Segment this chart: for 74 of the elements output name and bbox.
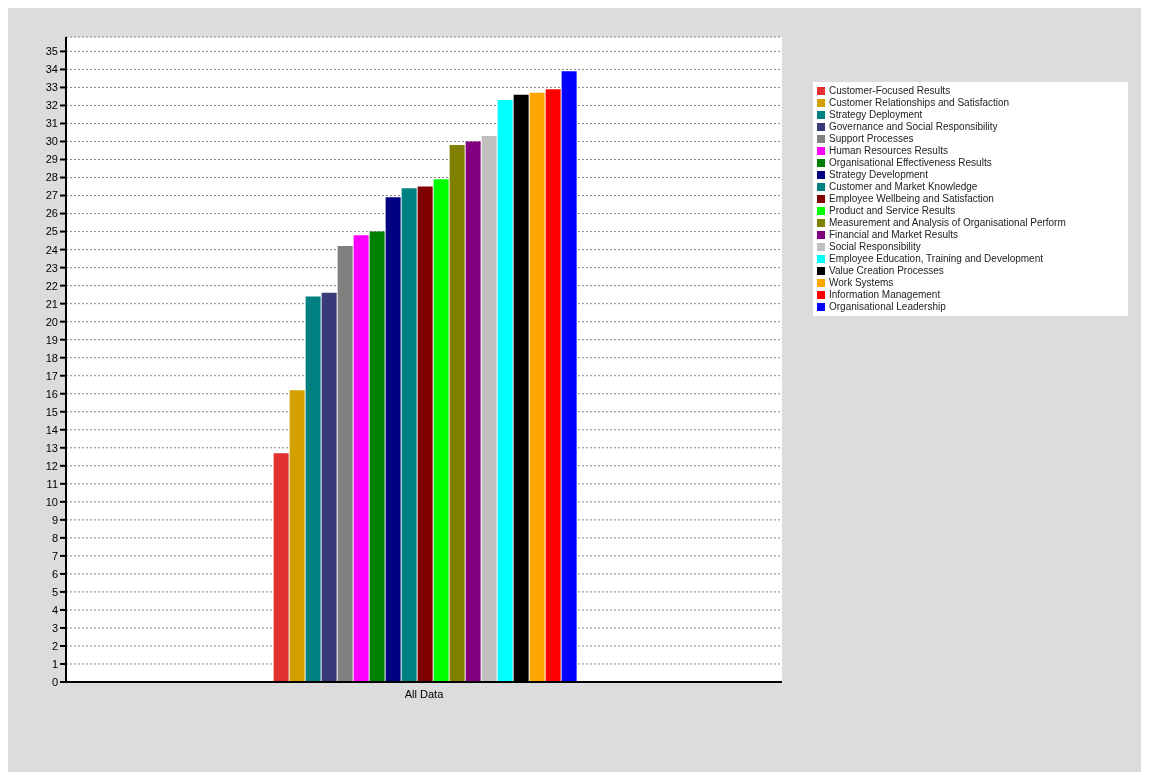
legend-label: Governance and Social Responsibility bbox=[829, 121, 998, 132]
y-tick-label: 25 bbox=[45, 225, 58, 238]
legend-label: Measurement and Analysis of Organisational Perform bbox=[829, 217, 1066, 228]
legend-label: Organisational Effectiveness Results bbox=[829, 157, 992, 168]
legend-label: Product and Service Results bbox=[829, 205, 956, 216]
y-tick-label: 18 bbox=[45, 351, 58, 364]
legend-label: Human Resources Results bbox=[829, 145, 948, 156]
y-tick-label: 16 bbox=[45, 387, 58, 400]
bar bbox=[273, 453, 289, 682]
legend-label: Strategy Deployment bbox=[829, 109, 923, 120]
legend-label: Employee Wellbeing and Satisfaction bbox=[829, 193, 994, 204]
bar bbox=[529, 92, 545, 682]
bar bbox=[337, 245, 353, 682]
y-tick-label: 26 bbox=[45, 207, 58, 220]
bar bbox=[497, 100, 513, 682]
y-tick-label: 4 bbox=[51, 603, 58, 616]
legend-label: Value Creation Processes bbox=[829, 265, 944, 276]
bar bbox=[385, 197, 401, 682]
bar bbox=[449, 145, 465, 682]
y-tick-label: 24 bbox=[45, 243, 58, 256]
legend-label: Customer and Market Knowledge bbox=[829, 181, 978, 192]
y-tick-label: 32 bbox=[45, 99, 58, 112]
y-tick-label: 20 bbox=[45, 315, 58, 328]
y-tick-label: 15 bbox=[45, 405, 58, 418]
y-tick-label: 10 bbox=[45, 495, 58, 508]
y-tick-label: 29 bbox=[45, 153, 58, 166]
bar bbox=[321, 292, 337, 682]
legend-label: Organisational Leadership bbox=[829, 301, 946, 312]
bar bbox=[545, 89, 561, 682]
legend-label: Work Systems bbox=[829, 277, 894, 288]
bar bbox=[401, 188, 417, 682]
legend-label: Customer-Focused Results bbox=[829, 85, 951, 96]
bar bbox=[465, 141, 481, 682]
y-tick-label: 14 bbox=[45, 423, 58, 436]
x-tick-label: All Data bbox=[404, 687, 445, 700]
y-tick-label: 35 bbox=[45, 45, 58, 58]
legend-label: Support Processes bbox=[829, 133, 914, 144]
y-tick-label: 30 bbox=[45, 135, 58, 148]
y-tick-label: 13 bbox=[45, 441, 58, 454]
y-tick-label: 6 bbox=[51, 567, 58, 580]
y-tick-label: 22 bbox=[45, 279, 58, 292]
y-tick-label: 0 bbox=[51, 675, 58, 688]
bar bbox=[305, 296, 321, 682]
y-tick-label: 17 bbox=[45, 369, 58, 382]
y-tick-label: 2 bbox=[51, 639, 58, 652]
legend-label: Financial and Market Results bbox=[829, 229, 958, 240]
y-tick-label: 31 bbox=[45, 117, 58, 130]
y-tick-label: 1 bbox=[51, 657, 58, 670]
bar bbox=[369, 231, 385, 682]
bar bbox=[481, 136, 497, 682]
y-tick-label: 34 bbox=[45, 63, 58, 76]
bar bbox=[561, 71, 577, 682]
y-tick-label: 21 bbox=[45, 297, 58, 310]
bar bbox=[433, 179, 449, 682]
y-tick-label: 9 bbox=[51, 513, 58, 526]
y-tick-label: 8 bbox=[51, 531, 58, 544]
y-tick-label: 5 bbox=[51, 585, 58, 598]
legend-label: Strategy Development bbox=[829, 169, 928, 180]
bar bbox=[417, 186, 433, 682]
bar bbox=[353, 235, 369, 682]
legend-label: Employee Education, Training and Development bbox=[829, 253, 1044, 264]
y-tick-label: 19 bbox=[45, 333, 58, 346]
y-tick-label: 28 bbox=[45, 171, 58, 184]
legend-label: Customer Relationships and Satisfaction bbox=[829, 97, 1010, 108]
y-tick-label: 33 bbox=[45, 81, 58, 94]
y-tick-label: 11 bbox=[46, 477, 58, 490]
y-tick-label: 3 bbox=[51, 621, 58, 634]
y-tick-label: 23 bbox=[45, 261, 58, 274]
y-tick-label: 27 bbox=[45, 189, 58, 202]
y-tick-label: 12 bbox=[45, 459, 58, 472]
legend-label: Information Management bbox=[829, 289, 941, 300]
y-tick-label: 7 bbox=[51, 549, 58, 562]
bar bbox=[289, 390, 305, 682]
legend-label: Social Responsibility bbox=[829, 241, 921, 252]
